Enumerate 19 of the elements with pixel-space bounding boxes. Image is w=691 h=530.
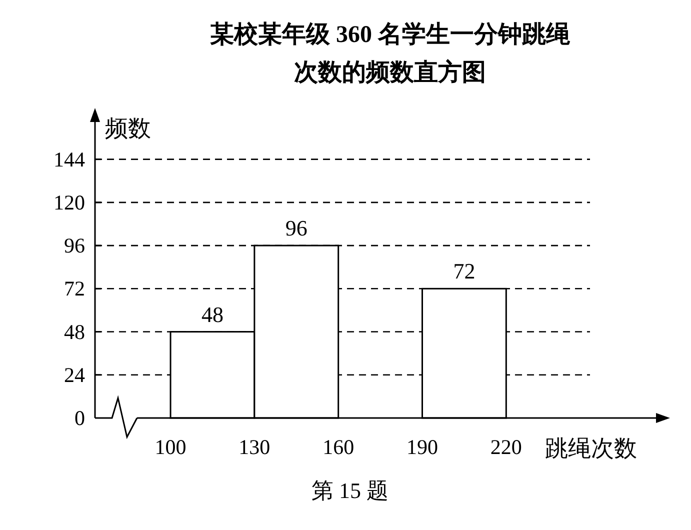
y-tick-label: 144 bbox=[54, 147, 86, 172]
y-tick-label: 72 bbox=[64, 276, 85, 301]
text: 第 15 题 bbox=[312, 478, 388, 503]
y-axis-title: 频数 bbox=[105, 116, 151, 141]
data-label: 72 bbox=[453, 258, 476, 284]
x-axis-title: 跳绳次数 bbox=[545, 436, 637, 461]
x-tick-label: 100 bbox=[154, 435, 186, 459]
y-tick-label: 24 bbox=[64, 362, 86, 387]
data-label: 48 bbox=[201, 302, 224, 327]
x-tick-label: 160 bbox=[322, 435, 354, 459]
chart-title: 某校某年级 360 名学生一分钟跳绳次数的频数直方图 bbox=[210, 21, 571, 86]
x-tick-label: 190 bbox=[406, 435, 438, 459]
y-tick-label: 96 bbox=[64, 234, 85, 258]
y-tick-label: 120 bbox=[54, 190, 85, 214]
x-tick-label: 220 bbox=[490, 435, 522, 459]
x-tick-label: 130 bbox=[238, 435, 270, 459]
y-tick-label: 0 bbox=[74, 406, 85, 430]
data-label: 96 bbox=[285, 216, 308, 241]
y-tick-label: 48 bbox=[64, 320, 85, 344]
